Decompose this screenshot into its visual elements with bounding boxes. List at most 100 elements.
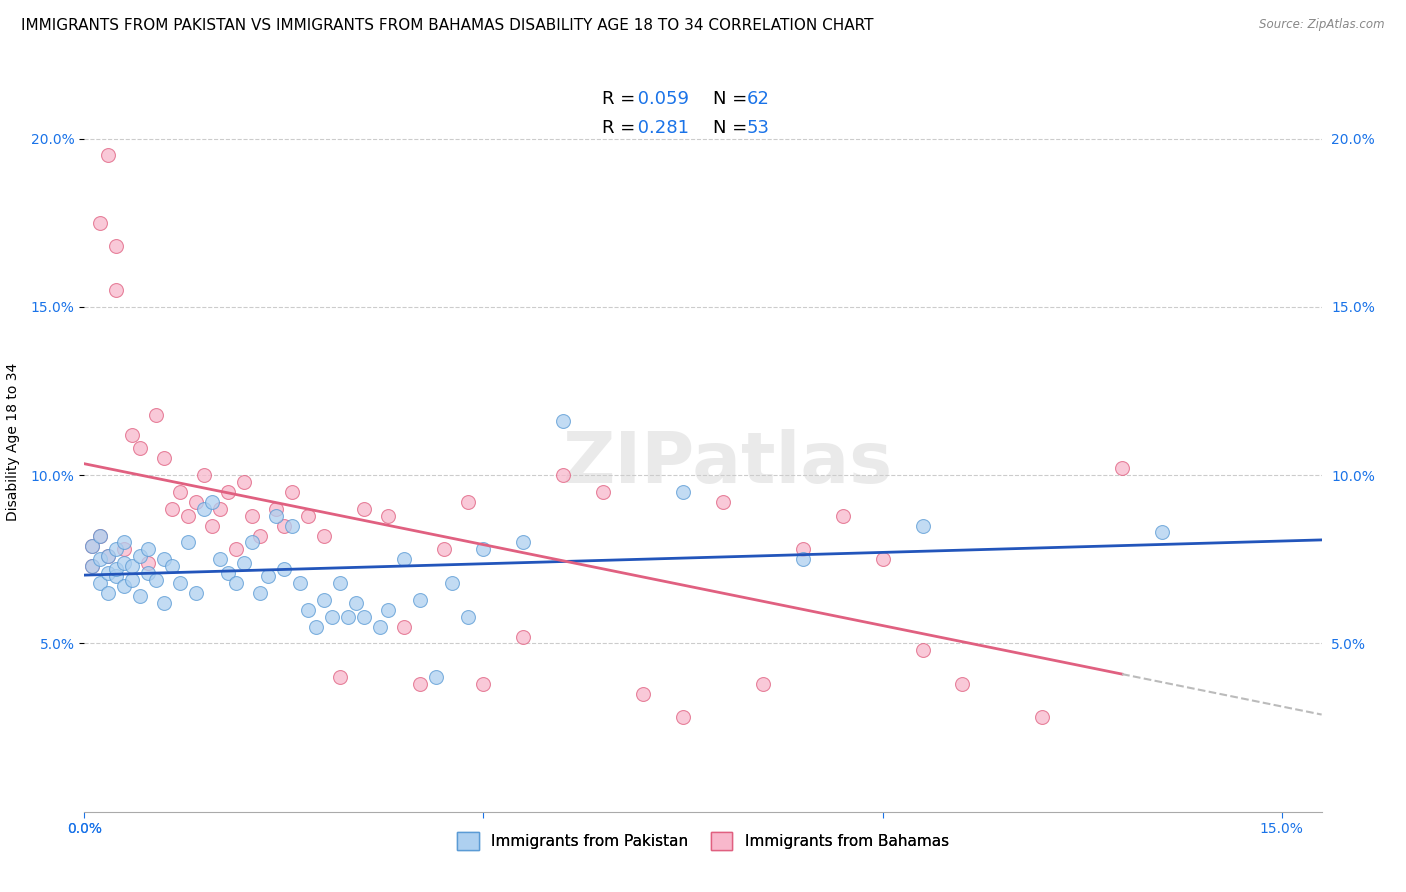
- Point: [97, 549, 120, 563]
- Point: [145, 408, 167, 422]
- Point: [240, 535, 263, 549]
- Point: [297, 508, 319, 523]
- Text: IMMIGRANTS FROM PAKISTAN VS IMMIGRANTS FROM BAHAMAS DISABILITY AGE 18 TO 34 CORR: IMMIGRANTS FROM PAKISTAN VS IMMIGRANTS F…: [21, 18, 873, 33]
- Point: [377, 603, 399, 617]
- Point: [472, 677, 495, 691]
- Point: [105, 283, 128, 297]
- Point: [297, 603, 319, 617]
- Point: [153, 552, 176, 566]
- Point: [105, 569, 128, 583]
- Point: [82, 559, 104, 574]
- Point: [112, 535, 135, 549]
- Point: [257, 569, 280, 583]
- Point: [89, 529, 111, 543]
- Point: [329, 575, 352, 590]
- Point: [217, 485, 239, 500]
- Point: [377, 508, 399, 523]
- Point: [136, 556, 159, 570]
- Point: [288, 575, 311, 590]
- Text: 53: 53: [747, 119, 769, 136]
- Point: [312, 529, 335, 543]
- Point: [201, 495, 224, 509]
- Point: [225, 542, 247, 557]
- Point: [872, 552, 894, 566]
- Text: 0.0%: 0.0%: [67, 822, 101, 836]
- Text: 15.0%: 15.0%: [1260, 822, 1303, 836]
- Text: N =: N =: [713, 119, 752, 136]
- Point: [97, 148, 120, 162]
- Point: [112, 579, 135, 593]
- Point: [112, 556, 135, 570]
- Point: [153, 596, 176, 610]
- Point: [457, 495, 479, 509]
- Point: [121, 559, 143, 574]
- Point: [792, 552, 814, 566]
- Point: [82, 559, 104, 574]
- Point: [169, 485, 191, 500]
- Text: ZIPatlas: ZIPatlas: [562, 429, 893, 499]
- Point: [368, 619, 391, 633]
- Text: 0.059: 0.059: [633, 90, 689, 109]
- Point: [177, 535, 200, 549]
- Point: [408, 592, 430, 607]
- Text: 62: 62: [747, 90, 769, 109]
- Point: [672, 710, 695, 724]
- Point: [273, 562, 295, 576]
- Point: [233, 475, 256, 489]
- Point: [312, 592, 335, 607]
- Point: [209, 552, 232, 566]
- Point: [136, 566, 159, 580]
- Point: [193, 468, 215, 483]
- Point: [752, 677, 775, 691]
- Point: [89, 575, 111, 590]
- Point: [249, 529, 271, 543]
- Point: [321, 609, 343, 624]
- Point: [831, 508, 853, 523]
- Point: [129, 590, 152, 604]
- Point: [249, 586, 271, 600]
- Point: [264, 508, 287, 523]
- Point: [305, 619, 328, 633]
- Point: [353, 501, 375, 516]
- Point: [281, 485, 304, 500]
- Point: [105, 562, 128, 576]
- Point: [97, 566, 120, 580]
- Point: [153, 451, 176, 466]
- Point: [121, 427, 143, 442]
- Point: [631, 687, 654, 701]
- Point: [273, 518, 295, 533]
- Point: [440, 575, 463, 590]
- Text: R =: R =: [602, 90, 634, 109]
- Point: [160, 559, 183, 574]
- Point: [792, 542, 814, 557]
- Point: [160, 501, 183, 516]
- Point: [264, 501, 287, 516]
- Point: [112, 542, 135, 557]
- Point: [177, 508, 200, 523]
- Point: [1031, 710, 1053, 724]
- Point: [184, 586, 207, 600]
- Point: [97, 586, 120, 600]
- Y-axis label: Disability Age 18 to 34: Disability Age 18 to 34: [6, 362, 20, 521]
- Point: [225, 575, 247, 590]
- Point: [512, 630, 534, 644]
- Text: Source: ZipAtlas.com: Source: ZipAtlas.com: [1260, 18, 1385, 31]
- Point: [392, 552, 415, 566]
- Point: [217, 566, 239, 580]
- Legend: Immigrants from Pakistan, Immigrants from Bahamas: Immigrants from Pakistan, Immigrants fro…: [451, 826, 955, 856]
- Point: [425, 670, 447, 684]
- Text: R =: R =: [602, 119, 634, 136]
- Point: [592, 485, 614, 500]
- Point: [82, 539, 104, 553]
- Point: [193, 501, 215, 516]
- Point: [89, 529, 111, 543]
- Point: [129, 549, 152, 563]
- Point: [553, 468, 575, 483]
- Point: [911, 643, 934, 657]
- Point: [89, 552, 111, 566]
- Point: [472, 542, 495, 557]
- Point: [432, 542, 454, 557]
- Point: [184, 495, 207, 509]
- Point: [1111, 461, 1133, 475]
- Text: N =: N =: [713, 90, 752, 109]
